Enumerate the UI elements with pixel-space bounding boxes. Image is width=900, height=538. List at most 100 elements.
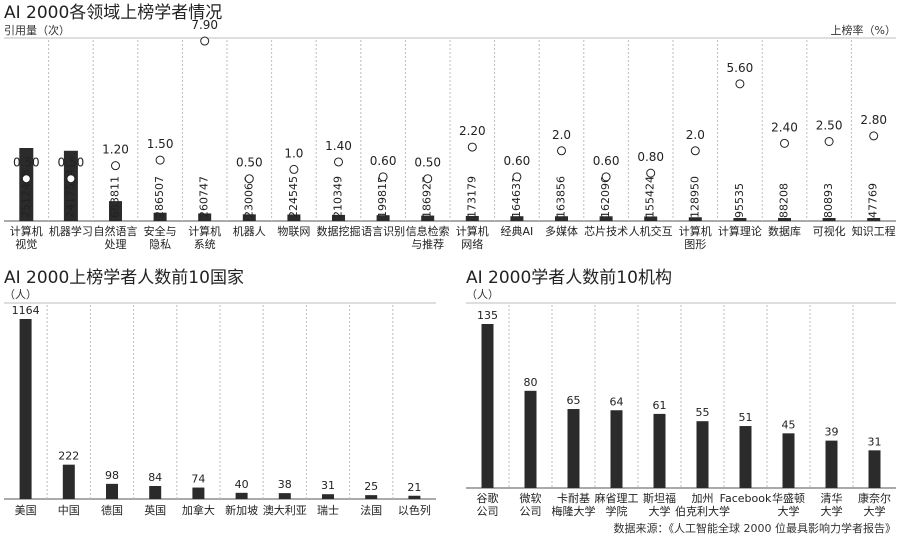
chart2-value-label: 25 [364,480,378,493]
chart3-value-label: 65 [567,394,581,407]
chart1-rate-label: 0.50 [236,156,263,170]
chart1-rate-point [780,138,789,148]
chart3-category-label: 麻省理工 [595,491,639,505]
chart1-citation-bar [599,216,613,221]
chart1-marks: 25124880.50计算机视觉24175240.50机器学习6838111.2… [10,18,896,251]
chart1-category-label: 计算机 [679,224,712,238]
chart2-value-label: 21 [407,481,421,494]
chart3-category-label: 公司 [520,505,542,518]
chart2-bar [235,492,248,499]
chart2-bar [278,493,291,499]
chart2-bar [149,486,162,499]
chart1-citation-label: 47769 [867,183,880,218]
chart1-category-label: 计算理论 [718,224,762,238]
chart1-rate-label: 0.60 [370,154,397,168]
chart3-value-label: 45 [782,418,796,431]
chart3-bar [825,440,838,488]
chart2-category-label: 法国 [360,503,382,517]
chart1-category-label: 安全与 [144,224,177,238]
chart3-value-label: 31 [868,435,882,448]
chart1-category-label: 计算机 [10,224,43,238]
chart2-category-label: 瑞士 [317,503,339,517]
chart3-value-label: 39 [825,426,839,439]
chart1-citation-bar [287,214,301,221]
chart1-citation-label: 173179 [465,176,478,218]
chart2-value-label: 38 [278,478,292,491]
chart1-rate-label: 0.50 [13,156,40,170]
chart1-citation-bar [376,215,390,221]
chart2-bar [106,483,118,499]
chart1-category-label: 自然语言 [94,224,138,238]
chart1-category-label: 人机交互 [629,224,673,238]
chart1-category-label: 机器人 [233,224,266,238]
chart1-category-label: 与推荐 [411,237,444,251]
chart1-citation-bar [555,216,568,221]
chart1-citation-label: 162096 [599,176,612,218]
chart1-y2label: 上榜率（%） [831,23,896,37]
chart1-category-label: 可视化 [813,224,846,238]
chart3-category-label: 学院 [606,504,628,518]
chart3-category-label: 公司 [477,505,499,518]
chart1-rate-point [646,168,656,178]
chart1-rate-label: 1.50 [147,137,174,151]
chart1-citation-bar [19,148,34,221]
chart1-citation-label: 80893 [822,183,835,218]
chart1-citation-bar [332,214,345,221]
chart1-rate-point [467,142,477,152]
chart1-citation-label: 260747 [198,176,211,218]
chart3-bar [567,409,580,488]
chart3-category-label: 大学 [821,504,843,518]
chart1-citation-label: 199815 [376,176,389,218]
chart2-category-label: 德国 [101,503,123,517]
chart1-citation-label: 186927 [421,176,434,218]
chart1-rate-label: 2.20 [459,124,486,138]
chart1-category-label: 计算机 [188,224,221,238]
chart2-marks: 1164 美国 222 中国 98 德国 84 英国 74 加拿大 40 新加坡 38 澳大利亚 31 瑞士 2… [12,304,431,517]
chart1-rate-point [601,172,611,182]
chart1-citation-label: 128950 [688,176,701,218]
chart1-category-label: 物联网 [277,224,310,238]
chart1-rate-label: 0.50 [414,156,441,170]
chart3-bar [610,410,623,488]
chart1-citation-bar [822,218,836,221]
chart2-category-label: 中国 [58,504,80,517]
chart1-category-label: 处理 [105,238,127,251]
chart3-value-label: 80 [524,376,538,389]
chart1-citation-label: 164631 [510,176,523,218]
chart3-bar [696,421,709,488]
chart3-ylabel: （人） [466,288,499,301]
chart2-value-label: 40 [235,478,249,491]
chart1-category-label: 语言识别 [361,225,405,238]
chart2-bar [192,487,205,499]
chart1-citation-bar [867,218,881,221]
chart3-value-label: 51 [739,411,753,424]
chart3-category-label: 卡耐基 [557,492,590,505]
chart2-category-label: 新加坡 [225,503,258,517]
chart1-citation-bar [733,218,747,221]
chart2-bar [408,495,421,499]
chart3-category-label: 微软 [520,491,542,505]
chart1-citation-bar [510,216,524,221]
chart1-category-label: 隐私 [149,238,171,251]
chart2-bar [365,495,378,499]
chart1-citation-bar [63,150,78,221]
chart2-value-label: 74 [191,473,205,486]
chart1-rate-label: 0.50 [58,156,85,170]
chart1-category-label: 经典AI [501,224,534,238]
chart3-value-label: 61 [653,399,667,412]
chart1-citation-label: 95535 [733,183,746,218]
chart2-category-label: 澳大利亚 [263,503,307,517]
chart2-value-label: 31 [321,479,335,492]
chart1-category-label: 机器学习 [49,224,93,238]
chart3-category-label: 大学 [649,504,671,518]
chart1-category-label: 芯片技术 [584,224,628,238]
chart1-rate-point [111,161,120,171]
chart1-rate-point [690,146,700,156]
chart1-citation-bar [421,215,435,221]
chart1-citation-label: 683811 [109,176,122,218]
chart3-category-label: 康奈尔 [858,491,891,505]
chart1-citation-bar [688,217,702,221]
chart1-citation-label: 286507 [153,176,166,218]
chart2-category-label: 以色列 [398,503,431,517]
